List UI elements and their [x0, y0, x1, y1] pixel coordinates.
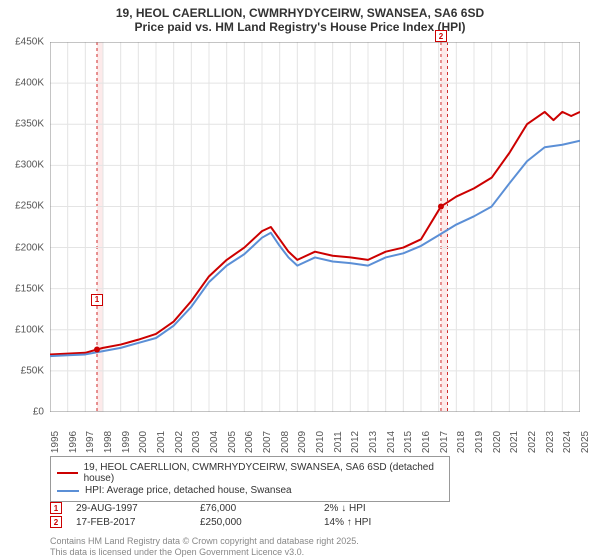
x-tick-label: 2011 — [333, 431, 344, 453]
data-points-block: 1 29-AUG-1997 £76,000 2% ↓ HPI 2 17-FEB-2017 £… — [50, 500, 580, 530]
x-tick-label: 2004 — [209, 431, 220, 453]
x-tick-label: 2003 — [191, 431, 202, 453]
title-line-1: 19, HEOL CAERLLION, CWMRHYDYCEIRW, SWANS… — [10, 6, 590, 20]
y-tick-label: £400K — [15, 78, 44, 89]
x-tick-label: 2016 — [421, 431, 432, 453]
x-tick-label: 2022 — [527, 431, 538, 453]
x-tick-label: 2007 — [262, 431, 273, 453]
footer-line-1: Contains HM Land Registry data © Crown c… — [50, 536, 359, 547]
x-tick-label: 2020 — [492, 431, 503, 453]
x-tick-label: 2017 — [439, 431, 450, 453]
chart-plot-area: 12 — [50, 42, 580, 412]
x-tick-label: 1996 — [68, 431, 79, 453]
y-tick-label: £50K — [21, 365, 44, 376]
x-tick-label: 2024 — [562, 431, 573, 453]
legend-item: HPI: Average price, detached house, Swan… — [57, 485, 443, 496]
x-tick-label: 2008 — [280, 431, 291, 453]
data-point-price: £76,000 — [200, 503, 310, 514]
data-point-row: 2 17-FEB-2017 £250,000 14% ↑ HPI — [50, 516, 580, 528]
x-tick-label: 1998 — [103, 431, 114, 453]
y-tick-label: £300K — [15, 160, 44, 171]
y-tick-label: £100K — [15, 324, 44, 335]
legend-label: HPI: Average price, detached house, Swan… — [85, 485, 292, 496]
x-tick-label: 1995 — [50, 431, 61, 453]
x-tick-label: 2013 — [368, 431, 379, 453]
title-line-2: Price paid vs. HM Land Registry's House … — [10, 20, 590, 34]
legend-label: 19, HEOL CAERLLION, CWMRHYDYCEIRW, SWANS… — [84, 462, 443, 484]
y-tick-label: £150K — [15, 283, 44, 294]
data-point-marker: 2 — [50, 516, 62, 528]
x-tick-label: 2010 — [315, 431, 326, 453]
y-tick-label: £450K — [15, 37, 44, 48]
x-tick-label: 2014 — [386, 431, 397, 453]
x-tick-label: 2025 — [580, 431, 591, 453]
y-tick-label: £250K — [15, 201, 44, 212]
legend-item: 19, HEOL CAERLLION, CWMRHYDYCEIRW, SWANS… — [57, 462, 443, 484]
x-tick-label: 2005 — [227, 431, 238, 453]
footer-attribution: Contains HM Land Registry data © Crown c… — [50, 536, 359, 558]
x-tick-label: 2000 — [138, 431, 149, 453]
x-tick-label: 2006 — [244, 431, 255, 453]
y-tick-label: £350K — [15, 119, 44, 130]
x-tick-label: 2021 — [509, 431, 520, 453]
y-axis: £0£50K£100K£150K£200K£250K£300K£350K£400… — [0, 42, 48, 412]
data-point-marker: 1 — [50, 502, 62, 514]
data-point-price: £250,000 — [200, 517, 310, 528]
chart-title-block: 19, HEOL CAERLLION, CWMRHYDYCEIRW, SWANS… — [0, 0, 600, 36]
data-point-date: 29-AUG-1997 — [76, 503, 186, 514]
data-point-delta: 14% ↑ HPI — [324, 517, 434, 528]
chart-marker-1: 1 — [91, 294, 103, 306]
chart-marker-2: 2 — [435, 30, 447, 42]
x-tick-label: 2009 — [297, 431, 308, 453]
y-tick-label: £200K — [15, 242, 44, 253]
chart-svg — [50, 42, 580, 412]
legend-swatch — [57, 490, 79, 492]
x-tick-label: 2001 — [156, 431, 167, 453]
legend-swatch — [57, 472, 78, 474]
footer-line-2: This data is licensed under the Open Gov… — [50, 547, 359, 558]
x-axis: 1995 1996 1997 1998 1999 2000 2001 2002 2003 2004… — [50, 414, 580, 454]
x-tick-label: 1999 — [121, 431, 132, 453]
x-tick-label: 2002 — [174, 431, 185, 453]
x-tick-label: 2012 — [350, 431, 361, 453]
x-tick-label: 2018 — [456, 431, 467, 453]
y-tick-label: £0 — [33, 407, 44, 418]
x-tick-label: 1997 — [85, 431, 96, 453]
x-tick-label: 2019 — [474, 431, 485, 453]
data-point-delta: 2% ↓ HPI — [324, 503, 434, 514]
x-tick-label: 2015 — [403, 431, 414, 453]
x-tick-label: 2023 — [545, 431, 556, 453]
data-point-row: 1 29-AUG-1997 £76,000 2% ↓ HPI — [50, 502, 580, 514]
legend: 19, HEOL CAERLLION, CWMRHYDYCEIRW, SWANS… — [50, 456, 450, 502]
data-point-date: 17-FEB-2017 — [76, 517, 186, 528]
